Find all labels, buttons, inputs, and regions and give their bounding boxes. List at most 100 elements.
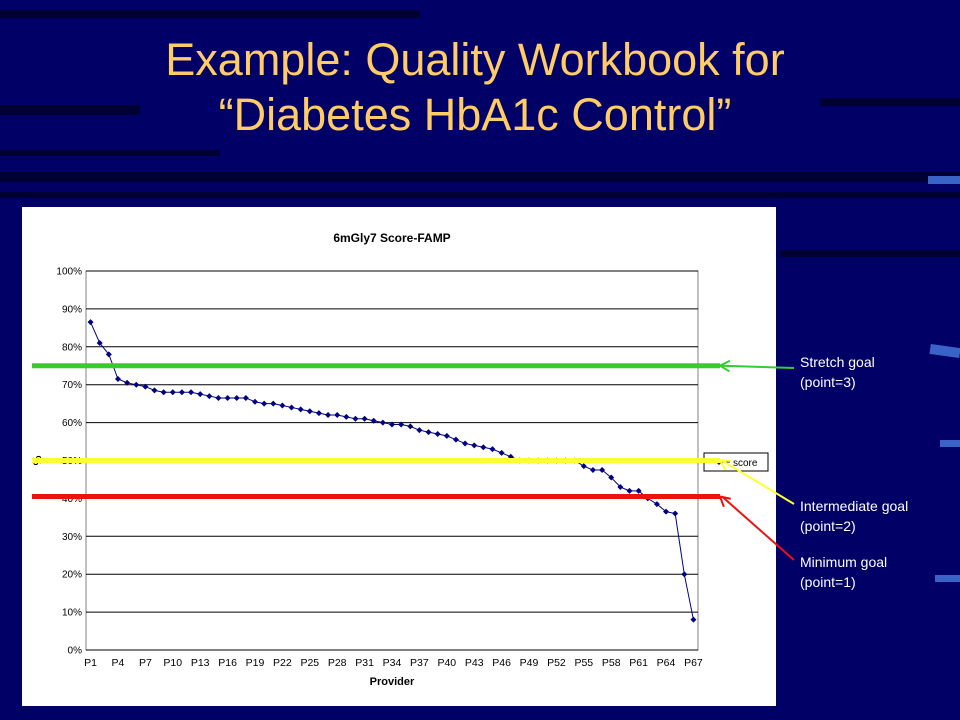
x-tick-label: P58 <box>602 657 621 669</box>
x-tick-label: P7 <box>139 657 152 669</box>
data-point <box>507 453 514 460</box>
data-point <box>599 466 606 473</box>
intermediate-goal-label-line-2: (point=2) <box>800 518 856 534</box>
data-point <box>197 391 204 398</box>
data-point <box>297 406 304 413</box>
background-accent <box>935 575 960 582</box>
data-point <box>343 413 350 420</box>
data-point <box>105 351 112 358</box>
stretch-goal-label-line-1: Stretch goal <box>800 354 875 370</box>
background-stripe <box>820 98 960 106</box>
chart-panel: 0% 10% 20% 30% 40% 50% 60% 70% 80% 90% 100% P1 P4 P7 P… <box>22 207 776 706</box>
data-point <box>626 487 633 494</box>
data-point <box>306 408 313 415</box>
background-stripe <box>0 10 420 18</box>
data-point <box>480 444 487 451</box>
y-tick-label: 20% <box>62 570 82 581</box>
data-point <box>452 436 459 443</box>
data-point <box>124 379 131 386</box>
y-tick-label: 100% <box>56 267 82 278</box>
data-point <box>188 389 195 396</box>
y-tick-label: 40% <box>62 494 82 505</box>
data-point <box>151 387 158 394</box>
x-tick-label: P55 <box>574 657 593 669</box>
data-point <box>672 510 679 517</box>
background-stripe <box>0 150 220 156</box>
line-chart: 0% 10% 20% 30% 40% 50% 60% 70% 80% 90% 100% P1 P4 P7 P… <box>32 231 769 688</box>
y-tick-label: 70% <box>62 380 82 391</box>
x-tick-label: P25 <box>300 657 319 669</box>
data-point <box>334 412 341 419</box>
y-tick-label: 10% <box>62 608 82 619</box>
background-stripe <box>0 172 960 182</box>
x-tick-label: P46 <box>492 657 511 669</box>
data-point <box>589 466 596 473</box>
data-point <box>407 423 414 430</box>
data-point <box>398 421 405 428</box>
x-tick-label: P40 <box>437 657 456 669</box>
minimum-goal-label-line-1: Minimum goal <box>800 554 888 570</box>
data-point <box>215 394 222 401</box>
data-point <box>114 376 121 383</box>
data-point <box>580 463 587 470</box>
data-point <box>416 427 423 434</box>
data-point <box>96 340 103 347</box>
data-point <box>425 429 432 436</box>
data-point <box>434 430 441 437</box>
data-point <box>261 400 268 407</box>
data-point <box>279 402 286 409</box>
y-tick-label: 30% <box>62 532 82 543</box>
data-point <box>160 389 167 396</box>
data-point <box>242 394 249 401</box>
data-point <box>379 419 386 426</box>
slide-title-line-1: Example: Quality Workbook for <box>165 34 785 85</box>
data-point <box>690 616 697 623</box>
x-tick-label: P13 <box>191 657 210 669</box>
x-tick-label: P19 <box>246 657 265 669</box>
background-stripe <box>0 105 140 115</box>
data-point <box>462 440 469 447</box>
data-point <box>206 393 213 400</box>
y-axis-label: % <box>32 455 44 465</box>
y-tick-label: 90% <box>62 304 82 315</box>
data-point <box>370 417 377 424</box>
x-tick-label: P1 <box>84 657 97 669</box>
x-tick-label: P43 <box>465 657 484 669</box>
data-point <box>169 389 176 396</box>
x-tick-label: P64 <box>657 657 676 669</box>
x-tick-label: P52 <box>547 657 566 669</box>
data-point <box>489 446 496 453</box>
stretch-goal-label-line-2: (point=3) <box>800 374 856 390</box>
x-tick-label: P49 <box>520 657 539 669</box>
x-tick-label: P37 <box>410 657 429 669</box>
x-tick-label: P34 <box>383 657 402 669</box>
x-tick-label: P22 <box>273 657 292 669</box>
data-point <box>389 421 395 428</box>
data-point <box>635 487 642 494</box>
y-tick-label: 0% <box>68 646 83 657</box>
intermediate-goal-label-line-1: Intermediate goal <box>800 498 909 514</box>
data-point <box>270 400 277 407</box>
data-point <box>87 319 94 326</box>
data-point <box>325 412 332 419</box>
x-tick-label: P4 <box>112 657 125 669</box>
x-tick-label: P28 <box>328 657 347 669</box>
legend: score <box>703 452 769 472</box>
data-point <box>251 398 258 405</box>
intermediate-goal-label: Intermediate goal (point=2) <box>800 496 908 536</box>
stretch-goal-label: Stretch goal (point=3) <box>800 352 875 392</box>
chart-title: 6mGly7 Score-FAMP <box>333 231 450 245</box>
data-point <box>608 474 615 481</box>
x-tick-label: P16 <box>218 657 237 669</box>
data-point <box>224 394 231 401</box>
minimum-goal-label-line-2: (point=1) <box>800 574 856 590</box>
data-point <box>663 508 670 515</box>
data-point <box>681 571 688 578</box>
slide-title-line-2: “Diabetes HbA1c Control” <box>218 89 732 140</box>
data-point <box>443 432 450 439</box>
x-tick-label: P31 <box>355 657 374 669</box>
x-axis-label: Provider <box>370 676 415 688</box>
x-tick-label: P61 <box>629 657 648 669</box>
data-point <box>498 449 505 456</box>
background-accent <box>929 343 960 359</box>
